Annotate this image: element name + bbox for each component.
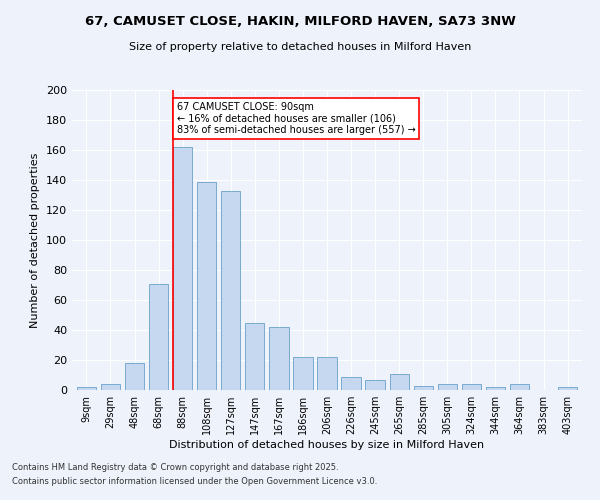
- Bar: [486, 387, 505, 390]
- Bar: [197, 182, 217, 390]
- Text: Contains public sector information licensed under the Open Government Licence v3: Contains public sector information licen…: [12, 477, 377, 486]
- Text: 67, CAMUSET CLOSE, HAKIN, MILFORD HAVEN, SA73 3NW: 67, CAMUSET CLOSE, HAKIN, MILFORD HAVEN,…: [85, 15, 515, 28]
- Text: Contains HM Land Registry data © Crown copyright and database right 2025.: Contains HM Land Registry data © Crown c…: [12, 464, 338, 472]
- Bar: [221, 190, 241, 390]
- Bar: [389, 374, 409, 390]
- Bar: [77, 387, 96, 390]
- Bar: [510, 384, 529, 390]
- Bar: [317, 357, 337, 390]
- Bar: [558, 387, 577, 390]
- Bar: [462, 384, 481, 390]
- X-axis label: Distribution of detached houses by size in Milford Haven: Distribution of detached houses by size …: [169, 440, 485, 450]
- Y-axis label: Number of detached properties: Number of detached properties: [31, 152, 40, 328]
- Bar: [365, 380, 385, 390]
- Bar: [437, 384, 457, 390]
- Bar: [173, 147, 192, 390]
- Bar: [269, 327, 289, 390]
- Bar: [341, 376, 361, 390]
- Text: 67 CAMUSET CLOSE: 90sqm
← 16% of detached houses are smaller (106)
83% of semi-d: 67 CAMUSET CLOSE: 90sqm ← 16% of detache…: [176, 102, 415, 135]
- Text: Size of property relative to detached houses in Milford Haven: Size of property relative to detached ho…: [129, 42, 471, 52]
- Bar: [125, 363, 144, 390]
- Bar: [293, 357, 313, 390]
- Bar: [101, 384, 120, 390]
- Bar: [413, 386, 433, 390]
- Bar: [245, 322, 265, 390]
- Bar: [149, 284, 168, 390]
